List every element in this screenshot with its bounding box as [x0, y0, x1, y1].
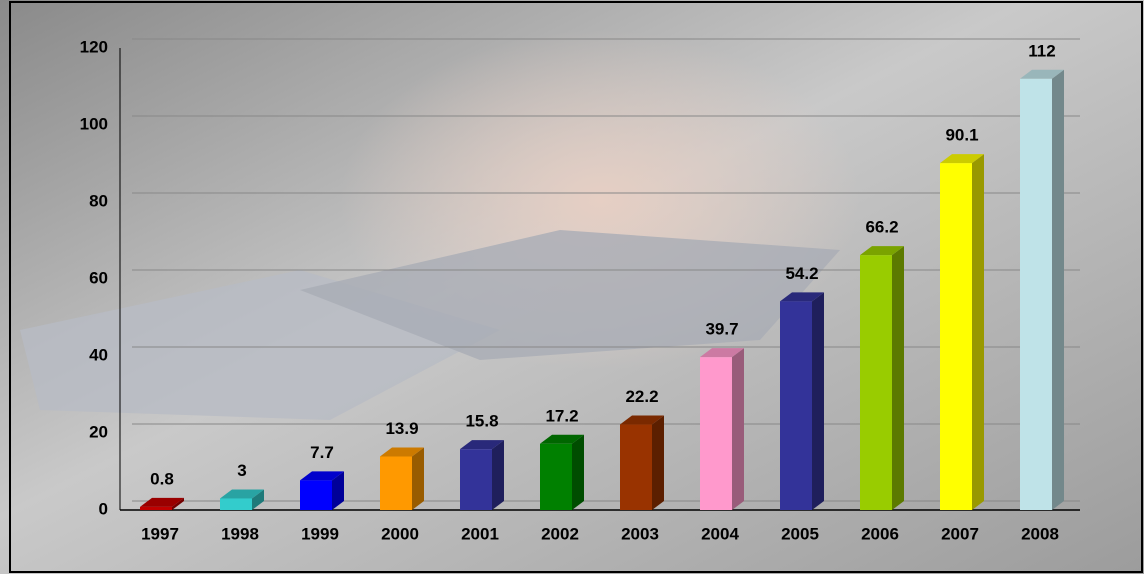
bar	[300, 480, 332, 510]
bar-side	[652, 415, 664, 510]
x-tick-label: 2002	[541, 524, 579, 543]
bar-top	[780, 292, 824, 302]
data-label: 3	[237, 461, 246, 480]
bar	[940, 163, 972, 511]
y-tick-label: 0	[99, 499, 108, 518]
data-label: 39.7	[705, 320, 738, 339]
data-label: 17.2	[545, 406, 578, 425]
bar-top	[940, 154, 984, 164]
y-tick-label: 20	[89, 422, 108, 441]
bar-top	[220, 489, 264, 499]
bar-side	[572, 434, 584, 510]
x-tick-label: 1999	[301, 524, 339, 543]
bar-side	[892, 246, 904, 510]
y-tick-label: 120	[80, 37, 108, 56]
bar	[380, 456, 412, 510]
bar	[700, 357, 732, 510]
x-tick-label: 2004	[701, 524, 739, 543]
bar-top	[140, 497, 184, 507]
data-label: 112	[1028, 41, 1055, 60]
data-label: 7.7	[310, 443, 334, 462]
data-label: 22.2	[625, 387, 658, 406]
bar-side	[972, 154, 984, 511]
data-label: 54.2	[785, 264, 818, 283]
x-tick-label: 2001	[461, 524, 499, 543]
bar-side	[492, 440, 504, 510]
bar-side	[1052, 69, 1064, 511]
bar	[460, 449, 492, 510]
bar-side	[812, 292, 824, 510]
bar	[780, 301, 812, 510]
y-tick-label: 100	[80, 114, 108, 133]
data-label: 90.1	[945, 126, 978, 145]
bar-side	[732, 348, 744, 510]
data-label: 0.8	[150, 469, 174, 488]
data-label: 15.8	[465, 412, 498, 431]
x-tick-label: 2003	[621, 524, 659, 543]
bar-top	[860, 246, 904, 256]
bar-top	[620, 415, 664, 425]
bar-top	[380, 447, 424, 457]
data-label: 66.2	[865, 218, 898, 237]
bar-side	[332, 471, 344, 510]
bar-top	[700, 348, 744, 358]
bar	[220, 498, 252, 510]
y-tick-label: 80	[89, 191, 108, 210]
bar	[140, 506, 172, 510]
x-tick-label: 2007	[941, 524, 979, 543]
x-tick-label: 2000	[381, 524, 419, 543]
y-tick-label: 40	[89, 345, 108, 364]
bar	[860, 255, 892, 510]
x-tick-label: 1998	[221, 524, 259, 543]
x-tick-label: 2008	[1021, 524, 1059, 543]
bar-top	[300, 471, 344, 481]
x-tick-label: 1997	[141, 524, 179, 543]
bar-side	[412, 447, 424, 510]
bar-top	[540, 434, 584, 444]
bar-top	[1020, 69, 1064, 79]
bar-top	[460, 440, 504, 450]
frame	[9, 1, 1143, 573]
y-tick-label: 60	[89, 268, 108, 287]
data-label: 13.9	[385, 419, 418, 438]
bar-side	[252, 489, 264, 510]
bar	[620, 424, 652, 510]
x-tick-label: 2005	[781, 524, 819, 543]
background-photo-phone	[300, 230, 840, 360]
x-tick-label: 2006	[861, 524, 899, 543]
bar-side	[172, 497, 184, 510]
bar	[540, 443, 572, 510]
bar	[1020, 78, 1052, 511]
